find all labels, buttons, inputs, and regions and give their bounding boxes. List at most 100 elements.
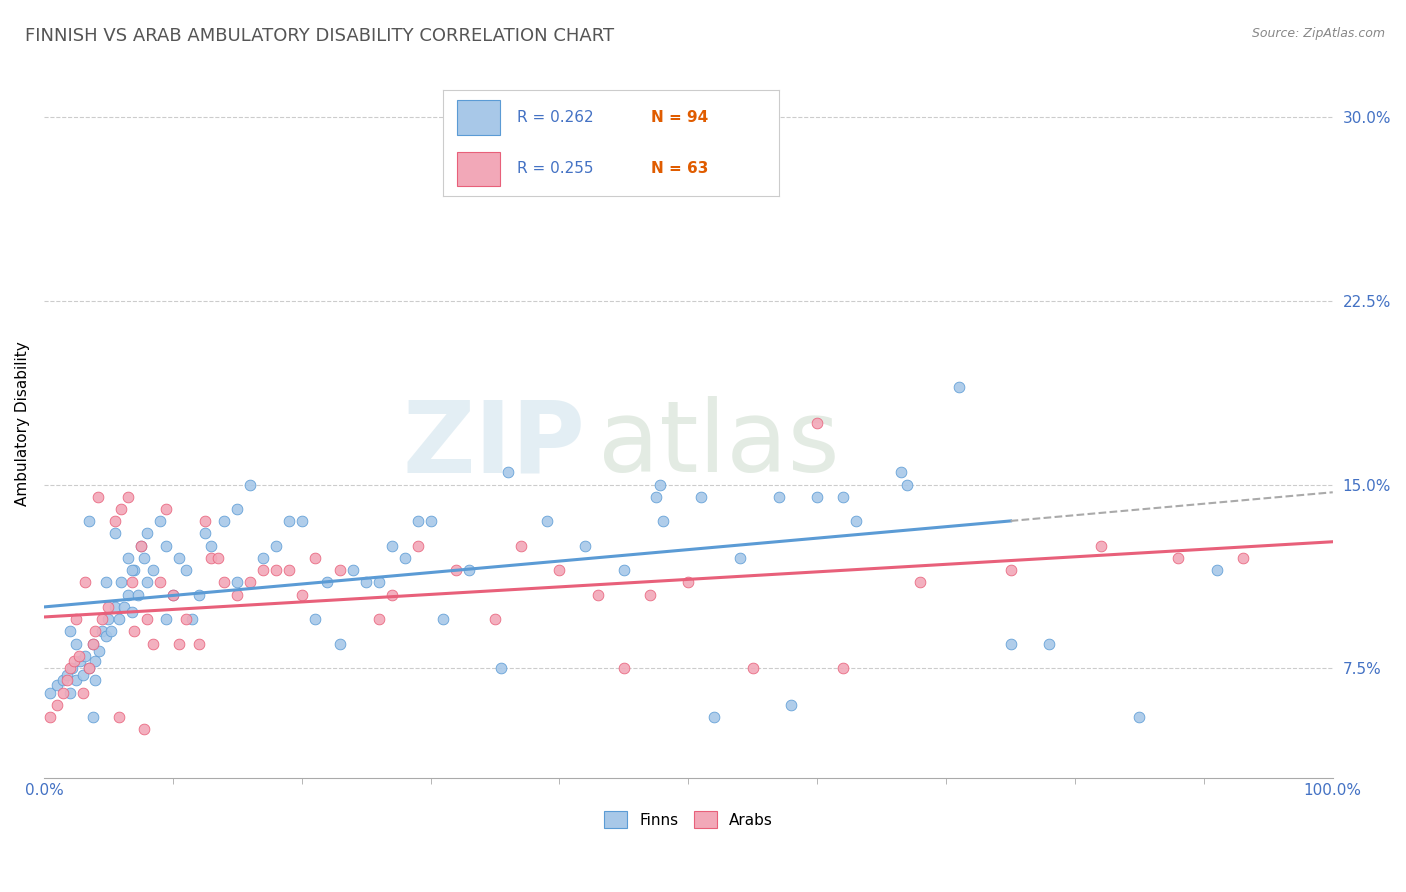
Point [59,685,82,699]
Point [509,539,531,553]
Text: ZIP: ZIP [402,396,585,493]
Point [1205,563,1227,577]
Point [39,710,62,724]
Point [110,502,132,516]
Point [484,612,506,626]
Point [845,514,868,528]
Point [72,685,94,699]
Point [329,637,352,651]
Point [67,648,90,663]
Point [104,599,127,614]
Point [65,612,87,626]
Point [200,539,222,553]
Y-axis label: Ambulatory Disability: Ambulatory Disability [15,341,30,506]
Point [134,551,156,566]
Point [167,551,190,566]
Point [277,514,299,528]
Point [200,551,222,566]
Point [77,661,100,675]
Point [496,466,519,480]
Point [89,644,111,658]
Point [574,539,596,553]
Point [136,575,159,590]
Point [780,698,803,712]
Point [77,514,100,528]
Point [181,612,204,626]
Point [832,661,855,675]
Point [142,563,165,577]
Point [342,563,364,577]
Point [264,539,287,553]
Point [406,539,429,553]
Point [59,661,82,675]
Point [129,539,152,553]
Point [1232,551,1254,566]
Point [155,502,177,516]
Point [648,477,671,491]
Point [142,637,165,651]
Point [56,668,79,682]
Point [304,612,326,626]
Point [136,612,159,626]
Point [214,575,236,590]
Point [60,661,83,675]
Point [638,588,661,602]
Point [806,417,828,431]
Point [329,563,352,577]
Point [678,575,700,590]
Point [354,575,377,590]
Point [194,514,217,528]
Point [122,563,145,577]
Point [419,514,441,528]
Point [304,551,326,566]
Point [910,575,932,590]
Text: atlas: atlas [598,396,839,493]
Point [194,526,217,541]
Point [122,624,145,639]
Point [523,147,546,161]
Point [127,588,149,602]
Point [121,563,143,577]
Text: Source: ZipAtlas.com: Source: ZipAtlas.com [1251,27,1385,40]
Point [65,673,87,688]
Point [406,514,429,528]
Point [536,514,558,528]
Point [52,673,75,688]
Point [162,588,184,602]
Point [149,575,172,590]
Point [82,637,104,651]
Point [104,526,127,541]
Point [75,575,97,590]
Point [277,563,299,577]
Point [368,575,391,590]
Point [162,588,184,602]
Point [82,710,104,724]
Point [239,477,262,491]
Point [832,490,855,504]
Point [1128,710,1150,724]
Point [45,678,67,692]
Point [52,685,75,699]
Point [890,466,912,480]
Point [806,490,828,504]
Point [87,490,110,504]
Point [121,605,143,619]
Point [226,575,249,590]
Point [613,661,636,675]
Point [117,490,139,504]
Legend: Finns, Arabs: Finns, Arabs [598,805,779,834]
Point [97,599,120,614]
Point [121,575,143,590]
Point [75,648,97,663]
Point [432,612,454,626]
Point [381,588,404,602]
Point [207,551,229,566]
Point [136,526,159,541]
Point [104,514,127,528]
Point [291,514,314,528]
Point [226,502,249,516]
Text: FINNISH VS ARAB AMBULATORY DISABILITY CORRELATION CHART: FINNISH VS ARAB AMBULATORY DISABILITY CO… [25,27,614,45]
Point [90,624,112,639]
Point [187,637,209,651]
Point [458,563,481,577]
